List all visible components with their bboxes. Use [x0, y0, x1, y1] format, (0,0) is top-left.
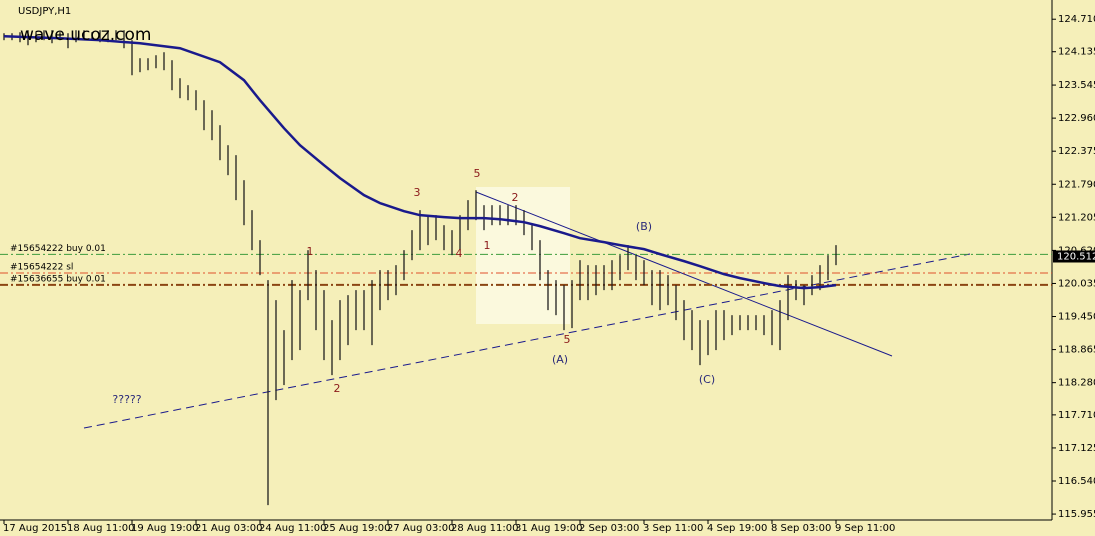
y-tick-label: 117.125 — [1058, 443, 1095, 454]
wave-label: (A) — [552, 353, 568, 366]
wave-label: ????? — [112, 393, 141, 406]
price-box-label: 120.512 — [1057, 251, 1095, 262]
order-label: #15636655 buy 0.01 — [10, 274, 106, 284]
wave-label: 1 — [484, 239, 491, 252]
trend-line — [475, 191, 893, 357]
x-tick-label: 3 Sep 11:00 — [643, 523, 703, 534]
x-tick-label: 17 Aug 2015 — [3, 523, 67, 534]
trend-line — [83, 253, 971, 429]
watermark: wave.ucoz.com — [20, 25, 151, 45]
x-tick-label: 31 Aug 19:00 — [515, 523, 582, 534]
wave-label: (B) — [636, 220, 652, 233]
moving-average — [3, 34, 837, 290]
x-tick-label: 24 Aug 11:00 — [259, 523, 326, 534]
order-label: #15654222 sl — [10, 263, 73, 273]
x-tick-label: 27 Aug 03:00 — [387, 523, 454, 534]
y-tick-label: 119.450 — [1058, 312, 1095, 323]
chart-title: USDJPY,H1 — [18, 6, 71, 17]
y-tick-label: 117.710 — [1058, 410, 1095, 421]
x-tick-label: 28 Aug 11:00 — [451, 523, 518, 534]
wave-label: 4 — [456, 247, 463, 260]
x-tick-label: 21 Aug 03:00 — [195, 523, 262, 534]
x-tick-label: 8 Sep 03:00 — [771, 523, 831, 534]
wave-label: 2 — [334, 382, 341, 395]
y-tick-label: 122.375 — [1058, 146, 1095, 157]
wave-label: 5 — [564, 333, 571, 346]
wave-label: 3 — [414, 186, 421, 199]
y-tick-label: 121.205 — [1058, 212, 1095, 223]
y-tick-label: 123.545 — [1058, 80, 1095, 91]
y-tick-label: 116.540 — [1058, 476, 1095, 487]
y-tick-label: 118.280 — [1058, 378, 1095, 389]
y-tick-label: 115.955 — [1058, 509, 1095, 520]
price-box — [1053, 250, 1095, 263]
x-tick-label: 4 Sep 19:00 — [707, 523, 767, 534]
wave-label: 5 — [474, 167, 481, 180]
y-tick-label: 124.135 — [1058, 47, 1095, 58]
wave-label: 1 — [307, 245, 314, 258]
x-tick-label: 19 Aug 19:00 — [131, 523, 198, 534]
x-tick-label: 18 Aug 11:00 — [67, 523, 134, 534]
y-tick-label: 122.960 — [1058, 113, 1095, 124]
x-tick-label: 25 Aug 19:00 — [323, 523, 390, 534]
y-tick-label: 118.865 — [1058, 345, 1095, 356]
y-tick-label: 121.790 — [1058, 179, 1095, 190]
order-label: #15654222 buy 0.01 — [10, 244, 106, 254]
x-tick-label: 9 Sep 11:00 — [835, 523, 895, 534]
wave-label: 2 — [512, 191, 519, 204]
wave-label: (C) — [699, 373, 715, 386]
x-tick-label: 2 Sep 03:00 — [579, 523, 639, 534]
y-tick-label: 124.710 — [1058, 14, 1095, 25]
y-tick-label: 120.035 — [1058, 278, 1095, 289]
